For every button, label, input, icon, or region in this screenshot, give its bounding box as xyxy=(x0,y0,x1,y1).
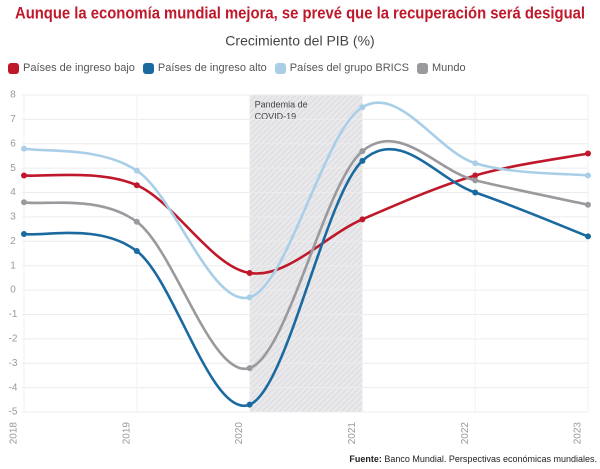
data-point xyxy=(21,145,27,152)
legend: Países de ingreso bajo Países de ingreso … xyxy=(8,62,466,74)
chart-title: Aunque la economía mundial mejora, se pr… xyxy=(15,3,585,22)
data-point xyxy=(472,172,479,179)
y-tick-label: 7 xyxy=(10,114,16,125)
legend-label: Países de ingreso alto xyxy=(157,62,267,74)
data-point xyxy=(21,172,27,179)
data-point xyxy=(21,230,27,237)
y-tick-label: 2 xyxy=(10,236,16,247)
legend-swatch xyxy=(274,62,286,74)
y-tick-label: 1 xyxy=(10,260,16,271)
data-point xyxy=(359,216,366,223)
legend-item: Países de ingreso alto xyxy=(142,62,267,74)
x-tick-label: 2020 xyxy=(234,422,245,445)
x-tick-label: 2022 xyxy=(460,422,471,445)
data-point xyxy=(359,104,366,111)
data-point xyxy=(246,365,253,372)
x-tick-label: 2019 xyxy=(121,422,132,445)
legend-swatch xyxy=(8,62,19,74)
legend-label: Países del grupo BRICS xyxy=(289,62,410,74)
legend-swatch xyxy=(417,62,429,74)
annotation: Pandemia de xyxy=(255,99,308,109)
data-point xyxy=(133,218,140,225)
y-tick-label: -5 xyxy=(9,407,18,418)
data-point xyxy=(246,294,253,301)
legend-item: Mundo xyxy=(417,62,466,74)
data-point xyxy=(359,157,366,164)
data-point xyxy=(133,182,140,189)
y-tick-label: 5 xyxy=(10,163,16,174)
data-point xyxy=(21,199,27,206)
y-tick-label: 4 xyxy=(10,187,16,198)
y-tick-label: -1 xyxy=(9,309,18,320)
y-tick-label: 6 xyxy=(10,138,16,149)
source-label: Fuente: xyxy=(349,454,382,464)
data-point xyxy=(472,160,479,167)
y-tick-label: -3 xyxy=(9,358,18,369)
data-point xyxy=(359,148,366,155)
data-point xyxy=(133,248,140,255)
y-tick-label: -2 xyxy=(9,333,18,344)
data-point xyxy=(133,167,140,174)
y-tick-label: 3 xyxy=(10,212,16,223)
series-line xyxy=(23,152,589,275)
legend-label: Países de ingreso bajo xyxy=(23,62,135,74)
data-point xyxy=(585,150,591,157)
data-point xyxy=(585,172,591,179)
data-point xyxy=(585,233,591,240)
data-point xyxy=(246,401,253,408)
y-tick-label: -4 xyxy=(9,382,18,393)
legend-swatch xyxy=(142,62,154,74)
data-point xyxy=(246,270,253,277)
y-tick-label: 8 xyxy=(10,90,16,101)
y-tick-label: 0 xyxy=(10,285,16,296)
source-text: Banco Mundial. Perspectivas económicas m… xyxy=(384,454,597,464)
source: Fuente: Banco Mundial. Perspectivas econ… xyxy=(349,454,597,464)
data-point xyxy=(585,201,591,208)
data-point xyxy=(472,189,479,196)
x-tick-label: 2021 xyxy=(347,422,358,445)
chart-subtitle: Crecimiento del PIB (%) xyxy=(225,33,374,49)
legend-label: Mundo xyxy=(432,62,466,74)
x-tick-label: 2018 xyxy=(9,422,20,445)
data-point xyxy=(472,177,479,184)
x-tick-label: 2023 xyxy=(573,422,584,445)
annotation: COVID-19 xyxy=(255,111,297,121)
legend-item: Países de ingreso bajo xyxy=(8,62,135,74)
legend-item: Países del grupo BRICS xyxy=(274,62,410,74)
